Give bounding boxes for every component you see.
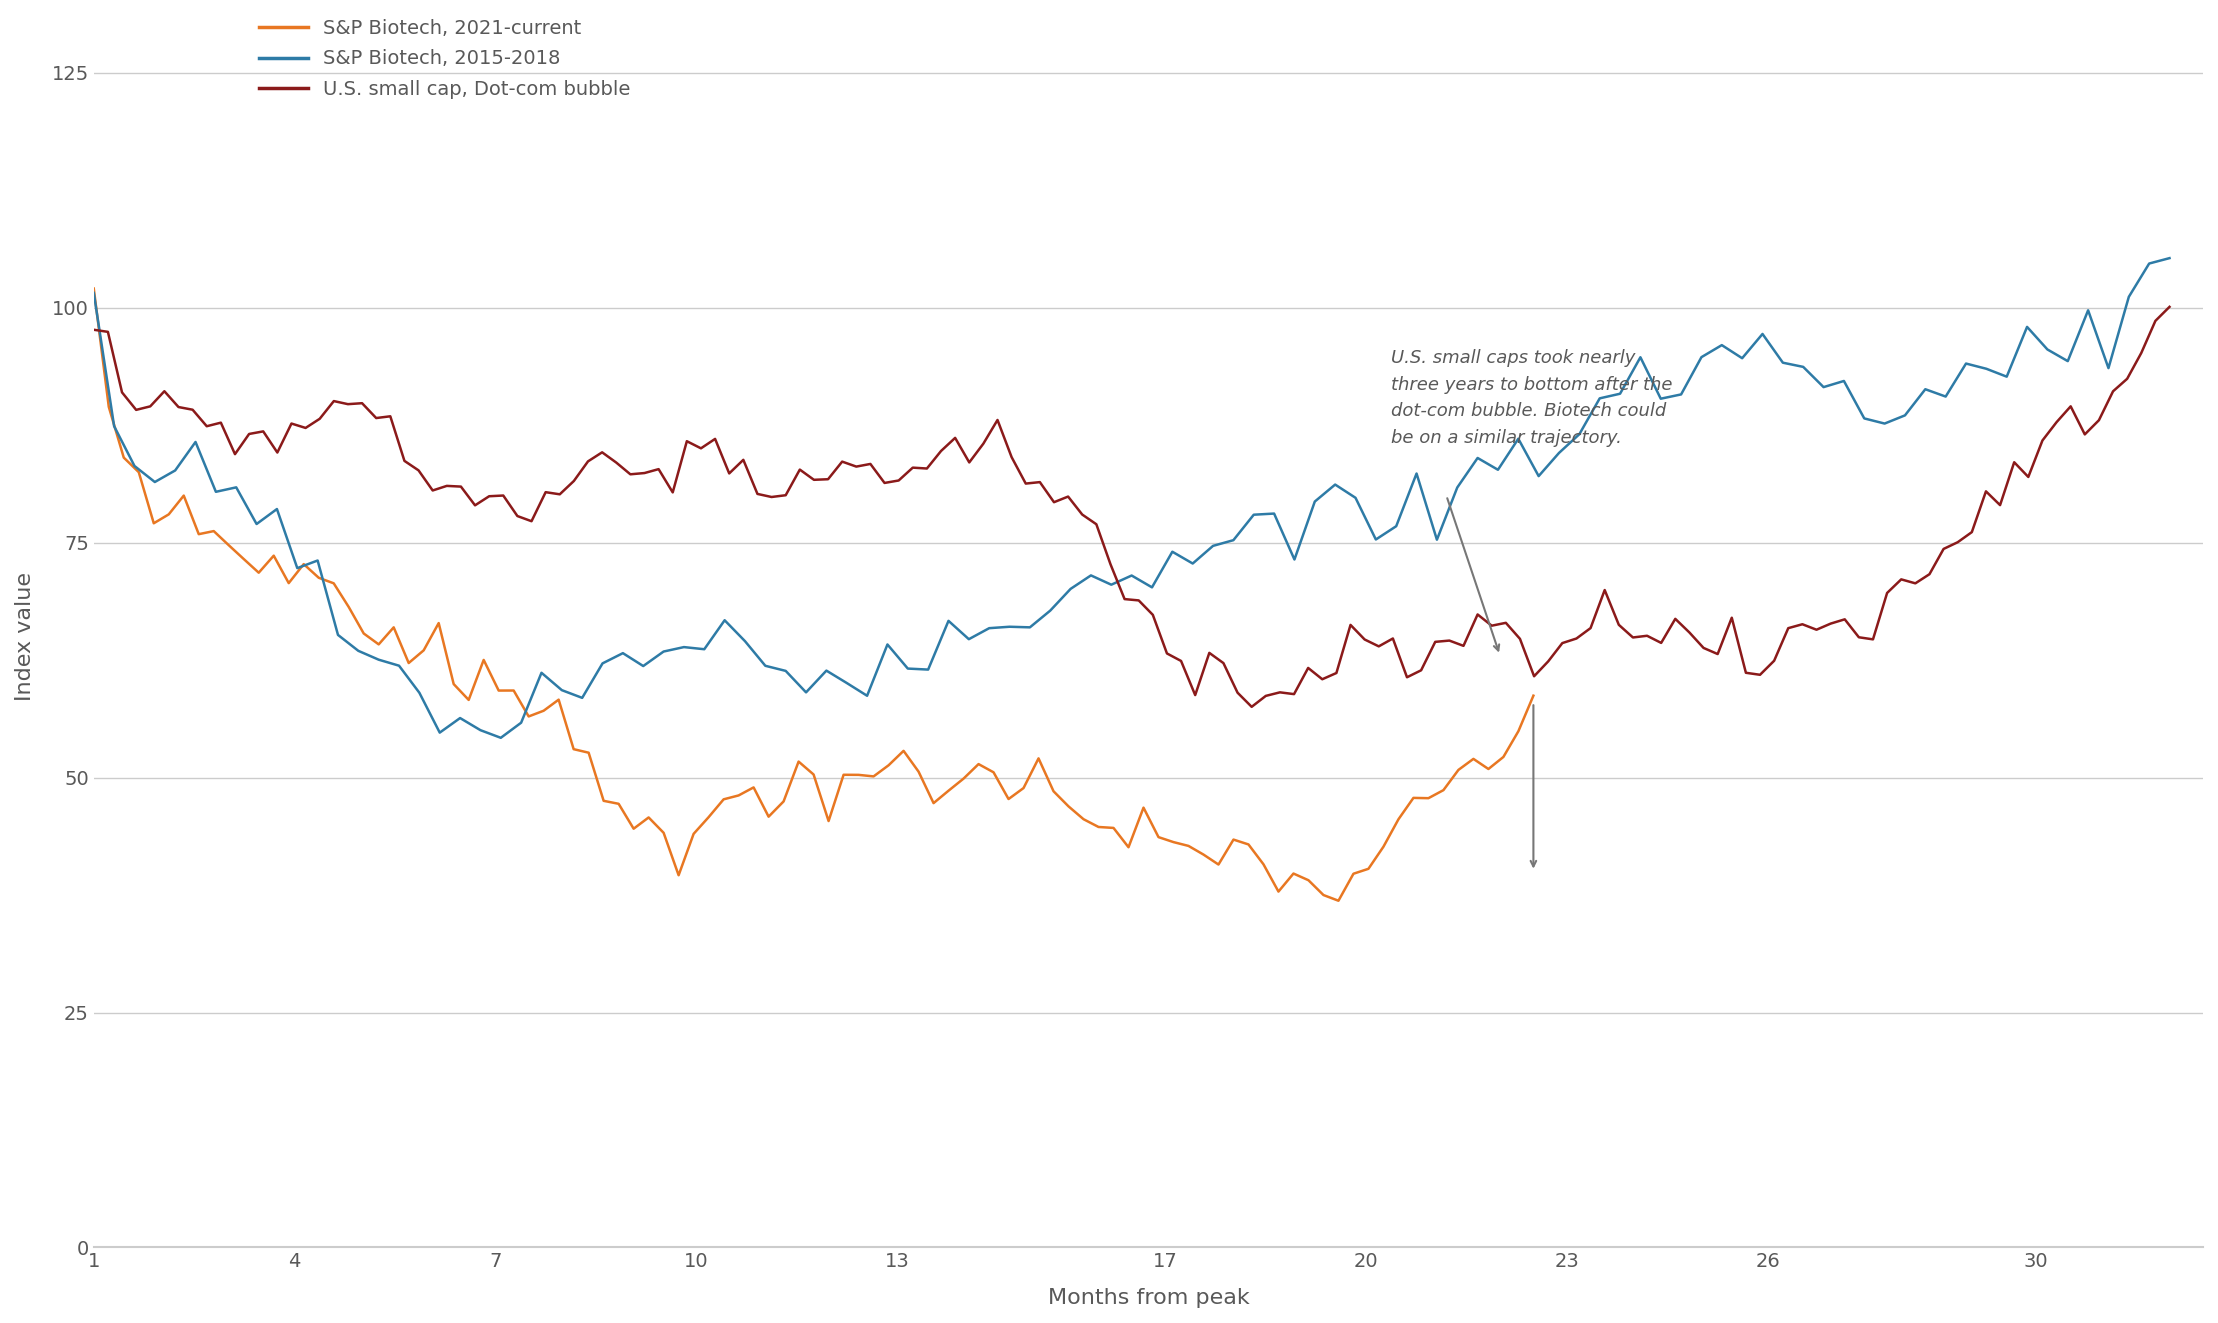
Text: U.S. small caps took nearly
three years to bottom after the
dot-com bubble. Biot: U.S. small caps took nearly three years … xyxy=(1391,349,1672,447)
Legend: S&P Biotech, 2021-current, S&P Biotech, 2015-2018, U.S. small cap, Dot-com bubbl: S&P Biotech, 2021-current, S&P Biotech, … xyxy=(251,11,639,107)
Y-axis label: Index value: Index value xyxy=(16,572,35,701)
X-axis label: Months from peak: Months from peak xyxy=(1047,1289,1249,1308)
